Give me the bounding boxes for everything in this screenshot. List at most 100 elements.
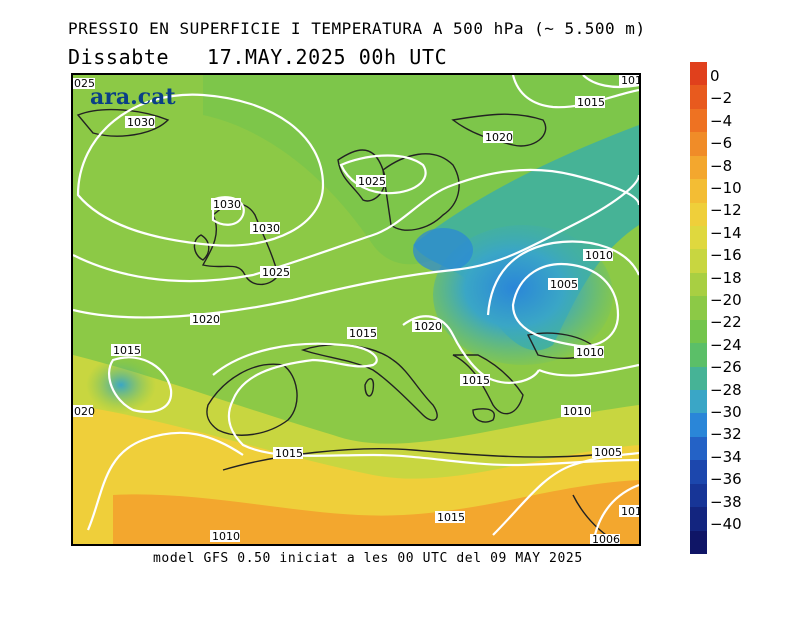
svg-text:1015: 1015 (462, 374, 490, 387)
svg-text:1010: 1010 (212, 530, 240, 543)
cold-pocket (413, 228, 473, 272)
isobar-label: 1030 (125, 116, 155, 129)
svg-text:1030: 1030 (213, 198, 241, 211)
isobar-label: 101 (619, 75, 639, 87)
legend-label: −4 (710, 111, 733, 130)
legend-swatch (690, 272, 707, 297)
svg-text:101: 101 (621, 75, 639, 87)
legend-label: −8 (710, 156, 733, 175)
legend-swatch (690, 343, 707, 368)
model-info: model GFS 0.50 iniciat a les 00 UTC del … (153, 551, 583, 566)
svg-text:1006: 1006 (592, 533, 620, 544)
legend-label: −30 (710, 403, 742, 421)
legend-label: −36 (710, 470, 742, 489)
isobar-label: 1005 (592, 446, 622, 459)
legend-swatch (690, 483, 707, 508)
isobar-label: 1015 (575, 96, 605, 109)
svg-text:101: 101 (621, 505, 639, 518)
svg-text:1015: 1015 (113, 344, 141, 357)
isobar-label: 025 (73, 77, 95, 90)
color-scale-bar (690, 62, 707, 555)
temp-zone-hot (113, 480, 639, 544)
legend-label: −2 (710, 89, 733, 108)
isobar-label: 1005 (548, 278, 578, 291)
svg-text:1005: 1005 (550, 278, 578, 291)
svg-text:1015: 1015 (275, 447, 303, 460)
atlantic-cold-pocket (86, 357, 156, 413)
isobar-label: 1025 (356, 175, 386, 188)
legend-swatch (690, 296, 707, 321)
map-date: Dissabte 17.MAY.2025 00h UTC (68, 45, 448, 69)
legend-swatch (690, 436, 707, 461)
isobar-label: 020 (73, 405, 95, 418)
map-title: PRESSIO EN SUPERFICIE I TEMPERATURA A 50… (68, 19, 646, 38)
legend-swatch (690, 108, 707, 133)
legend-label: −40 (710, 515, 742, 533)
legend-swatch (690, 85, 707, 110)
svg-text:1015: 1015 (349, 327, 377, 340)
svg-text:1030: 1030 (252, 222, 280, 235)
svg-text:1025: 1025 (358, 175, 386, 188)
legend-swatch (690, 179, 707, 204)
isobar-label: 1010 (574, 346, 604, 359)
svg-text:1020: 1020 (414, 320, 442, 333)
svg-text:1025: 1025 (262, 266, 290, 279)
legend-swatch (690, 226, 707, 250)
svg-text:1010: 1010 (585, 249, 613, 262)
legend-swatch (690, 460, 707, 485)
isobar-label: 1020 (483, 131, 513, 144)
legend-label: −6 (710, 134, 733, 153)
legend-label: −32 (710, 425, 742, 444)
isobar-label: 1030 (211, 198, 241, 211)
isobar-label: 1020 (190, 313, 220, 326)
legend-label: −18 (710, 268, 742, 287)
svg-text:1015: 1015 (437, 511, 465, 524)
legend-swatch (690, 366, 707, 391)
legend-label: −16 (710, 246, 742, 265)
svg-text:1015: 1015 (577, 96, 605, 109)
isobar-label: 1010 (583, 249, 613, 262)
legend-label: 0 (710, 67, 720, 85)
isobar-label: 1015 (460, 374, 490, 387)
svg-text:1020: 1020 (485, 131, 513, 144)
legend-label: −12 (710, 201, 742, 220)
isobar-label: 101 (619, 505, 639, 518)
isobar-labels: 1030 1030 1030 1025 1025 1020 1020 1020 … (73, 75, 639, 544)
svg-text:1030: 1030 (127, 116, 155, 129)
svg-text:1010: 1010 (576, 346, 604, 359)
legend-label: −26 (710, 358, 742, 377)
legend-label: −38 (710, 492, 742, 511)
isobar-label: 1015 (273, 447, 303, 460)
legend-label: −24 (710, 335, 742, 354)
isobar-label: 1015 (347, 327, 377, 340)
legend-label: −28 (710, 380, 742, 399)
isobar-label: 1015 (435, 511, 465, 524)
legend-label: −14 (710, 223, 742, 242)
isobar-label: 1030 (250, 222, 280, 235)
isobar-label: 1010 (210, 530, 240, 543)
temp-zone-cool-north (203, 75, 639, 265)
map-canvas: 1030 1030 1030 1025 1025 1020 1020 1020 … (73, 75, 639, 544)
svg-text:1005: 1005 (594, 446, 622, 459)
legend-swatch (690, 155, 707, 180)
svg-text:1020: 1020 (192, 313, 220, 326)
isobar-label: 1025 (260, 266, 290, 279)
legend-swatch (690, 62, 707, 86)
isobar-label: 1020 (412, 320, 442, 333)
svg-text:020: 020 (74, 405, 95, 418)
isobar-label: 1006 (590, 533, 620, 544)
ara-cat-logo: ara.cat (90, 84, 176, 110)
legend-swatch (690, 390, 707, 414)
legend-swatch (690, 249, 707, 274)
legend-swatch (690, 132, 707, 157)
weather-map: 1030 1030 1030 1025 1025 1020 1020 1020 … (71, 73, 641, 546)
legend-label: −34 (710, 447, 742, 466)
legend-swatch (690, 413, 707, 438)
legend-label: −10 (710, 179, 742, 197)
legend-swatch (690, 319, 707, 344)
isobar-label: 1010 (561, 405, 591, 418)
legend-label: −22 (710, 313, 742, 332)
legend-swatch (690, 530, 707, 555)
legend-swatch (690, 202, 707, 227)
legend-swatch (690, 507, 707, 532)
